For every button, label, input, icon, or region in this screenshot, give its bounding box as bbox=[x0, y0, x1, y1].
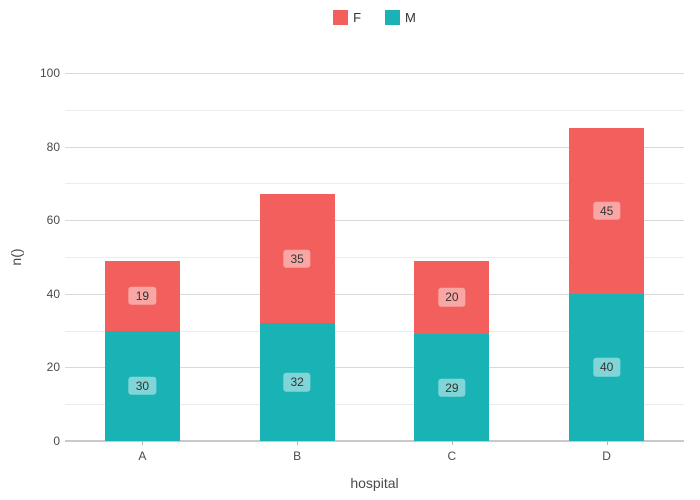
legend-label: M bbox=[405, 10, 416, 25]
bar-segment-B-M: 32 bbox=[259, 323, 335, 441]
x-tick-mark bbox=[451, 441, 453, 445]
gridline-minor bbox=[65, 330, 684, 332]
bar-segment-C-M: 29 bbox=[414, 334, 490, 441]
bar-A: 30 19 bbox=[104, 73, 180, 441]
legend-item-M[interactable]: M bbox=[385, 10, 416, 25]
bar-segment-A-M: 30 bbox=[104, 330, 180, 441]
x-tick-mark bbox=[142, 441, 144, 445]
bar-segment-C-F: 20 bbox=[414, 260, 490, 335]
bar-segment-B-F: 35 bbox=[259, 194, 335, 324]
bar-value-label: 20 bbox=[438, 288, 466, 307]
x-axis-line bbox=[65, 440, 684, 442]
bar-C: 29 20 bbox=[414, 73, 490, 441]
legend-swatch-icon bbox=[333, 10, 349, 25]
bar-value-label: 32 bbox=[283, 372, 311, 392]
bar-value-label: 35 bbox=[283, 249, 311, 269]
y-tick-label: 40 bbox=[46, 286, 60, 301]
y-axis-title: n() bbox=[8, 248, 24, 266]
plot-area: 30 19 32 35 29 20 40 45 bbox=[65, 73, 684, 442]
bar-value-label: 19 bbox=[128, 286, 157, 305]
bar-B: 32 35 bbox=[259, 73, 335, 441]
x-tick-label-A: A bbox=[138, 449, 147, 463]
x-tick-label-D: D bbox=[602, 449, 611, 463]
bar-value-label: 40 bbox=[592, 358, 621, 377]
x-tick-mark bbox=[606, 441, 608, 445]
gridline-major bbox=[65, 146, 684, 148]
bar-value-label: 29 bbox=[438, 378, 466, 397]
bar-D: 40 45 bbox=[569, 73, 645, 441]
legend-label: F bbox=[353, 10, 362, 25]
y-tick-label: 0 bbox=[53, 434, 60, 448]
legend-swatch-icon bbox=[385, 10, 401, 25]
y-tick-label: 20 bbox=[46, 360, 60, 375]
bar-value-label: 45 bbox=[592, 201, 621, 221]
y-tick-label: 100 bbox=[39, 66, 60, 80]
gridline-minor bbox=[65, 183, 684, 185]
gridline-minor bbox=[65, 109, 684, 111]
y-tick-label: 80 bbox=[46, 139, 60, 154]
x-axis-title: hospital bbox=[350, 475, 399, 491]
x-tick-mark bbox=[297, 441, 299, 445]
gridline-major bbox=[65, 293, 684, 295]
gridline-major bbox=[65, 220, 684, 222]
gridline-major bbox=[65, 367, 684, 369]
gridline-minor bbox=[65, 257, 684, 258]
y-tick-label: 60 bbox=[46, 213, 60, 228]
x-tick-label-C: C bbox=[447, 449, 457, 463]
gridline-minor bbox=[65, 404, 684, 406]
gridline-major bbox=[65, 73, 684, 74]
bar-segment-D-F: 45 bbox=[569, 128, 645, 294]
x-tick-label-B: B bbox=[293, 449, 302, 463]
bar-value-label: 30 bbox=[128, 376, 157, 395]
bar-segment-A-F: 19 bbox=[104, 260, 180, 331]
bar-segment-D-M: 40 bbox=[569, 293, 645, 441]
legend-item-F[interactable]: F bbox=[333, 10, 361, 25]
